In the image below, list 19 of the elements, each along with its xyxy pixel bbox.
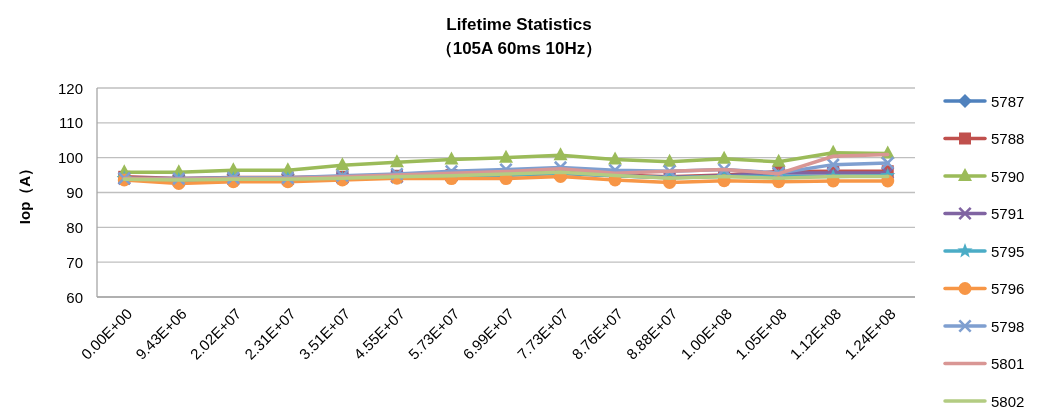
legend-label: 5788 <box>991 130 1025 147</box>
y-axis-title: Iop（A） <box>15 160 33 225</box>
chart-subtitle: （105A 60ms 10Hz） <box>435 39 603 58</box>
legend-label: 5802 <box>991 392 1025 410</box>
legend-label: 5796 <box>991 280 1025 297</box>
y-tick-label: 90 <box>66 184 83 201</box>
legend-label: 5790 <box>991 167 1025 185</box>
legend-label: 5798 <box>991 317 1025 335</box>
legend-label: 5787 <box>991 92 1025 110</box>
y-tick-label: 110 <box>59 114 83 132</box>
chart-title: Lifetime Statistics <box>446 15 592 34</box>
y-tick-label: 100 <box>57 149 83 167</box>
legend-label: 5801 <box>991 355 1025 372</box>
y-tick-label: 120 <box>57 79 83 97</box>
y-tick-label: 60 <box>66 288 83 306</box>
y-tick-label: 70 <box>66 253 83 271</box>
legend-label: 5795 <box>991 242 1025 260</box>
legend-label: 5791 <box>991 205 1025 222</box>
y-tick-label: 80 <box>66 218 83 236</box>
